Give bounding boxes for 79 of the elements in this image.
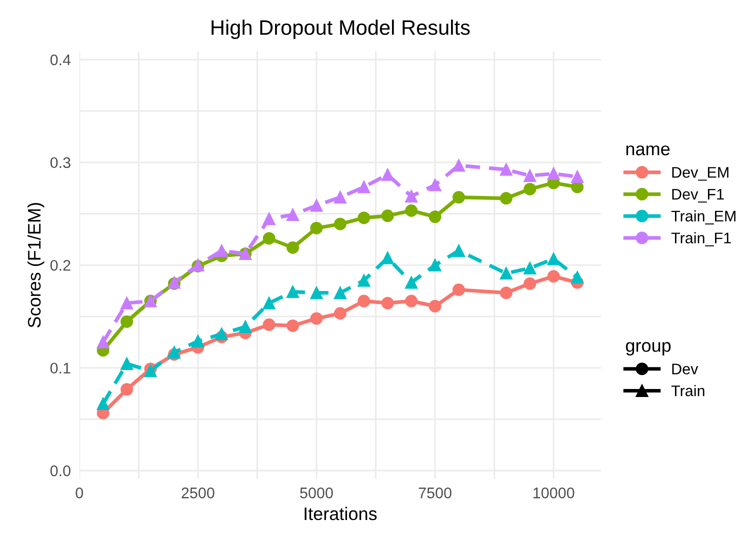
legend-label: Dev_EM	[672, 167, 728, 181]
point	[524, 277, 536, 290]
point	[310, 312, 323, 325]
point	[452, 244, 466, 257]
point	[500, 286, 512, 300]
point	[381, 210, 394, 222]
point	[358, 274, 370, 287]
point	[524, 182, 536, 196]
point	[571, 271, 584, 284]
point	[405, 276, 418, 289]
point	[334, 307, 346, 320]
x-tick-label: 7500	[418, 488, 452, 498]
point	[428, 258, 442, 272]
point	[452, 283, 466, 296]
point	[381, 252, 394, 264]
point	[239, 320, 252, 333]
point	[310, 199, 323, 212]
text: group	[626, 342, 671, 356]
point	[215, 244, 228, 257]
point	[215, 328, 228, 340]
point	[452, 159, 466, 172]
point	[262, 212, 276, 226]
point	[120, 357, 134, 370]
point	[286, 241, 300, 254]
point	[120, 383, 134, 396]
text: Train	[671, 385, 704, 396]
point	[405, 294, 418, 308]
x-axis-title: Iterations	[304, 506, 377, 520]
point	[96, 398, 110, 410]
point	[286, 319, 300, 332]
y-axis-title: Scores (F1/EM)	[27, 203, 44, 328]
point	[524, 169, 536, 182]
x-tick-label: 0	[76, 488, 84, 498]
point	[405, 204, 418, 217]
point	[286, 286, 300, 298]
y-tick-label: 0.0	[50, 465, 70, 476]
point	[358, 294, 370, 308]
point	[428, 178, 442, 192]
point	[405, 190, 418, 203]
point	[334, 218, 346, 230]
legend-label: Dev_F1	[672, 188, 724, 203]
point	[571, 170, 584, 183]
x-tick-label: 5000	[300, 488, 333, 498]
point	[334, 286, 346, 300]
point	[262, 318, 276, 331]
point	[500, 163, 512, 176]
x-tick-label: 10000	[534, 488, 574, 498]
point	[310, 286, 323, 300]
point	[428, 210, 442, 224]
y-tick-label: 0.4	[50, 54, 71, 66]
point	[358, 212, 370, 224]
point	[500, 267, 512, 280]
legend-label: Train_F1	[671, 232, 731, 246]
point	[96, 336, 110, 348]
point	[120, 296, 134, 310]
y-tick-label: 0.3	[50, 157, 70, 168]
x-tick-label: 2500	[182, 488, 214, 498]
legend-label: Train_EM	[671, 210, 736, 224]
text: Dev	[672, 364, 698, 374]
point	[381, 296, 394, 310]
y-tick-label: 0.2	[50, 260, 70, 271]
point	[334, 191, 346, 204]
point	[192, 334, 204, 348]
point	[262, 232, 276, 245]
point	[310, 222, 323, 234]
point	[547, 167, 560, 180]
point	[524, 262, 536, 274]
point	[547, 270, 560, 283]
point	[547, 252, 560, 266]
y-tick-label: 0.1	[50, 362, 70, 374]
point	[120, 315, 134, 328]
point	[452, 191, 466, 204]
point	[358, 180, 370, 194]
point	[500, 192, 512, 205]
legend-title: name	[626, 145, 670, 156]
point	[428, 300, 442, 312]
chart-title: High Dropout Model Results	[212, 20, 470, 40]
point	[262, 296, 276, 310]
point	[286, 208, 300, 221]
